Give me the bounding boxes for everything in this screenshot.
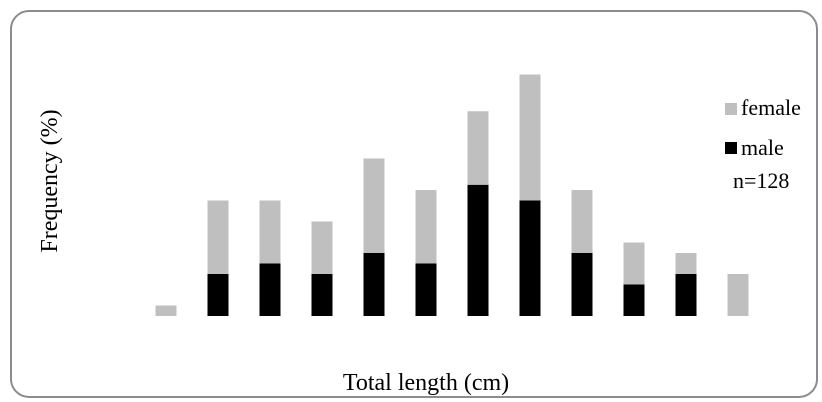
legend-label-female: female — [741, 95, 801, 120]
x-axis-label: Total length (cm) — [343, 370, 509, 396]
bar-male-11 — [675, 274, 697, 316]
bar-male-3 — [259, 263, 281, 316]
bar-male-5 — [363, 253, 385, 316]
bar-male-10 — [623, 284, 645, 316]
bar-female-10 — [623, 242, 645, 285]
legend-swatch-male — [725, 142, 737, 154]
bar-male-9 — [571, 253, 593, 316]
bar-female-4 — [311, 221, 333, 274]
bar-female-3 — [259, 200, 281, 264]
bar-male-8 — [519, 200, 541, 316]
bar-male-2 — [207, 274, 229, 316]
bar-female-7 — [467, 111, 489, 185]
legend: female male — [725, 95, 801, 160]
bar-female-9 — [571, 190, 593, 253]
bar-female-11 — [675, 253, 697, 274]
bar-female-2 — [207, 200, 229, 274]
sample-size-note: n=128 — [733, 168, 789, 193]
y-axis-label: Frequency (%) — [37, 109, 63, 252]
legend-swatch-female — [725, 103, 737, 115]
bar-female-12 — [727, 274, 749, 316]
bar-male-6 — [415, 263, 437, 316]
bar-female-8 — [519, 74, 541, 201]
bar-male-7 — [467, 184, 489, 316]
bar-female-5 — [363, 158, 385, 253]
chart-border — [10, 10, 818, 398]
bars-layer — [155, 74, 749, 316]
bar-male-4 — [311, 274, 333, 316]
bar-female-6 — [415, 190, 437, 264]
bar-female-1 — [155, 305, 177, 316]
legend-label-male: male — [741, 135, 784, 160]
